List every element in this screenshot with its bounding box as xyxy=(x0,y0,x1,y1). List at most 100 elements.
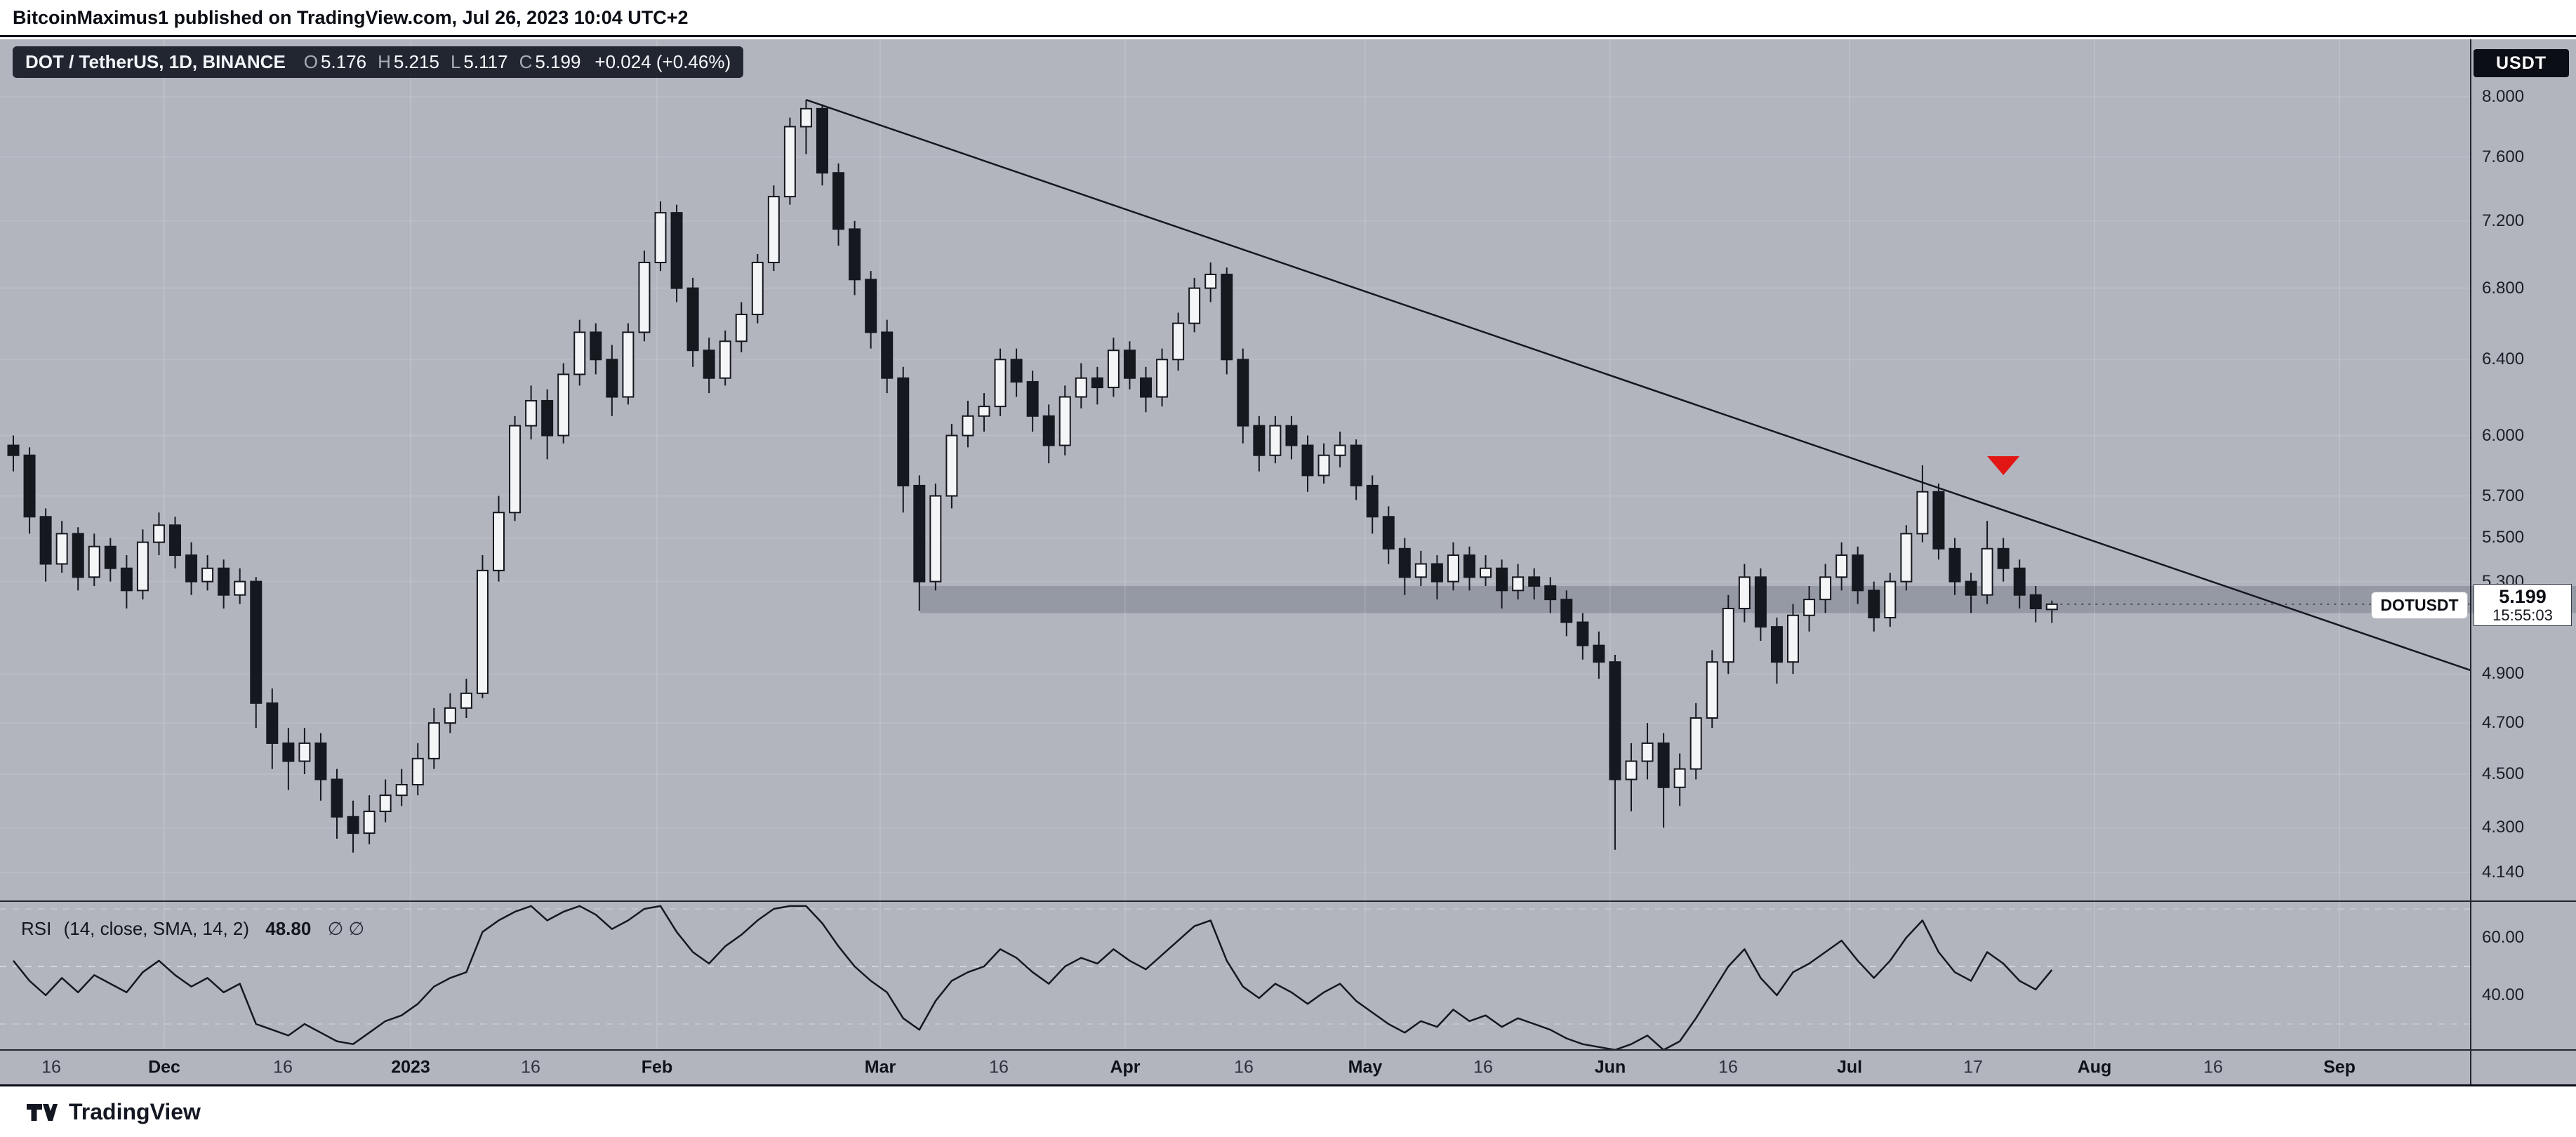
attribution-text: BitcoinMaximus1 published on TradingView… xyxy=(13,6,689,28)
candle-body xyxy=(460,692,472,709)
candle-body xyxy=(1512,576,1525,592)
candle-body xyxy=(686,287,699,352)
candle-body xyxy=(476,569,489,694)
time-tick-label: 2023 xyxy=(391,1057,430,1077)
candle-body xyxy=(1269,425,1282,456)
candle-body xyxy=(509,425,522,514)
symbol-price-line-label: DOTUSDT xyxy=(2371,592,2468,619)
time-tick-label: Mar xyxy=(864,1057,896,1077)
candle-body xyxy=(1965,580,1977,596)
last-price-value: 5.199 xyxy=(2499,586,2547,608)
candle-body xyxy=(751,261,764,316)
candle-body xyxy=(1981,547,1993,596)
time-tick-label: 16 xyxy=(989,1057,1009,1077)
candle-body xyxy=(39,516,52,565)
candle-body xyxy=(606,359,618,398)
candle-body xyxy=(832,172,845,230)
candle-body xyxy=(1884,580,1897,619)
tradingview-logo-icon[interactable] xyxy=(27,1098,58,1125)
candle-body xyxy=(881,331,894,379)
candle-body xyxy=(1787,614,1799,663)
time-tick-label: Jul xyxy=(1836,1057,1863,1077)
candle-body xyxy=(1770,626,1783,663)
candle-body xyxy=(1852,554,1864,592)
candle-body xyxy=(1430,563,1443,583)
time-tick-label: 16 xyxy=(273,1057,293,1077)
price-tick-label: 8.000 xyxy=(2482,87,2525,106)
candle-body xyxy=(266,702,279,744)
candle-body xyxy=(1107,350,1120,389)
rsi-value: 48.80 xyxy=(265,918,312,939)
candle-body xyxy=(1738,576,1751,610)
candle-body xyxy=(55,533,68,565)
candle-body xyxy=(1835,554,1848,578)
candle-body xyxy=(152,524,165,543)
candle-body xyxy=(120,567,133,592)
candle-body xyxy=(1706,661,1718,719)
candle-body xyxy=(962,415,974,437)
time-tick-label: 16 xyxy=(41,1057,61,1077)
rsi-tick-label: 60.00 xyxy=(2482,928,2525,947)
close-value: 5.199 xyxy=(535,51,581,72)
chart-background[interactable] xyxy=(0,39,2576,1084)
candle-body xyxy=(23,454,36,518)
candle-body xyxy=(703,350,715,379)
candle-body xyxy=(2013,567,2026,596)
candle-body xyxy=(654,212,667,263)
candle-body xyxy=(1722,608,1734,663)
time-tick-label: 16 xyxy=(521,1057,540,1077)
candle-body xyxy=(1560,599,1573,623)
price-tick-label: 6.000 xyxy=(2482,425,2525,445)
candle-body xyxy=(7,444,20,456)
candle-body xyxy=(1058,396,1071,446)
rsi-hidden-values: ∅ ∅ xyxy=(327,918,365,939)
price-tick-label: 6.400 xyxy=(2482,350,2525,369)
candle-body xyxy=(1301,444,1314,477)
candle-body xyxy=(104,545,117,569)
candle-body xyxy=(1414,563,1427,578)
candle-body xyxy=(395,784,408,797)
candle-body xyxy=(767,196,780,263)
candle-body xyxy=(525,399,538,427)
high-value: 5.215 xyxy=(393,51,439,72)
candle-body xyxy=(670,212,683,289)
candle-body xyxy=(282,742,295,762)
tradingview-wordmark[interactable]: TradingView xyxy=(69,1098,201,1124)
candle-body xyxy=(849,228,861,281)
candle-body xyxy=(1932,491,1945,550)
candle-body xyxy=(622,331,635,398)
price-tick-label: 4.300 xyxy=(2482,818,2525,837)
candle-body xyxy=(1496,567,1508,592)
sell-marker-icon[interactable] xyxy=(1987,456,2020,475)
rsi-legend[interactable]: RSI (14, close, SMA, 14, 2) 48.80 ∅ ∅ xyxy=(21,918,364,940)
resistance-trendline[interactable] xyxy=(806,99,2471,672)
candle-body xyxy=(1447,554,1459,583)
candle-body xyxy=(994,359,1007,408)
time-tick-label: Dec xyxy=(148,1057,180,1077)
candle-body xyxy=(1026,381,1039,417)
candle-body xyxy=(1657,742,1670,788)
candle-body xyxy=(427,722,440,759)
candle-body xyxy=(1010,359,1023,383)
candle-body xyxy=(1609,661,1621,780)
candle-body xyxy=(929,495,942,583)
candle-body xyxy=(783,126,796,198)
candle-body xyxy=(945,434,958,497)
candle-body xyxy=(1544,585,1557,601)
time-tick-label: 16 xyxy=(1234,1057,1254,1077)
price-tick-label: 5.700 xyxy=(2482,486,2525,505)
candle-body xyxy=(298,742,311,762)
time-tick-label: Jun xyxy=(1594,1057,1626,1077)
symbol-title[interactable]: DOT / TetherUS, 1D, BINANCE xyxy=(25,51,286,72)
quote-currency-badge[interactable]: USDT xyxy=(2474,49,2569,77)
price-tick-label: 6.800 xyxy=(2482,278,2525,298)
candle-body xyxy=(1625,760,1638,780)
symbol-legend[interactable]: DOT / TetherUS, 1D, BINANCE O 5.176 H 5.21… xyxy=(13,46,744,78)
price-tick-label: 5.500 xyxy=(2482,528,2525,547)
candle-body xyxy=(136,541,149,592)
candle-body xyxy=(1641,742,1654,762)
candle-body xyxy=(1123,350,1136,379)
candle-body xyxy=(1042,415,1055,446)
